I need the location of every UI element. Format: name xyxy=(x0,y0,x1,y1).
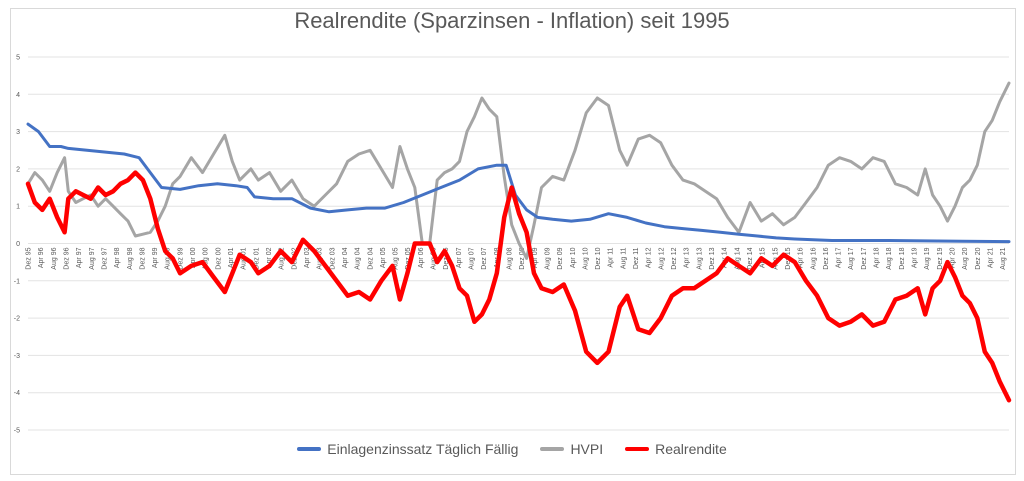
x-tick-label: Dez 20 xyxy=(975,247,982,269)
x-tick-label: Dez 00 xyxy=(215,247,222,269)
x-tick-label: Aug 08 xyxy=(506,247,513,269)
legend-item-hvpi: HVPI xyxy=(540,441,603,457)
y-tick-label: 4 xyxy=(16,92,20,99)
x-tick-label: Aug 00 xyxy=(203,247,210,269)
x-tick-label: Dez 11 xyxy=(633,247,640,269)
x-tick-label: Aug 09 xyxy=(544,247,551,269)
legend-item-einlagenzinssatz: Einlagenzinssatz Täglich Fällig xyxy=(297,441,518,457)
x-tick-label: Dez 04 xyxy=(367,247,374,269)
x-tick-label: Dez 09 xyxy=(557,247,564,269)
legend-label-einlagenzinssatz: Einlagenzinssatz Täglich Fällig xyxy=(327,441,519,457)
x-tick-label: Apr 06 xyxy=(418,247,425,268)
x-tick-label: Apr 10 xyxy=(570,247,577,268)
x-tick-label: Apr 13 xyxy=(684,247,691,268)
x-tick-label: Apr 18 xyxy=(874,247,881,268)
x-tick-label: Apr 21 xyxy=(987,247,994,268)
x-tick-label: Aug 07 xyxy=(469,247,476,269)
y-tick-label: -1 xyxy=(14,278,20,285)
x-tick-label: Aug 99 xyxy=(165,247,172,269)
x-tick-label: Dez 19 xyxy=(937,247,944,269)
x-tick-label: Aug 13 xyxy=(696,247,703,269)
x-tick-label: Apr 96 xyxy=(38,247,45,268)
x-tick-label: Dez 96 xyxy=(63,247,70,269)
x-tick-label: Aug 14 xyxy=(734,247,741,269)
x-tick-label: Aug 05 xyxy=(393,247,400,269)
x-tick-label: Apr 00 xyxy=(190,247,197,268)
y-tick-label: 3 xyxy=(16,129,20,136)
legend-label-hvpi: HVPI xyxy=(570,441,604,457)
x-tick-label: Aug 02 xyxy=(279,247,286,269)
x-tick-label: Dez 18 xyxy=(899,247,906,269)
x-tick-label: Apr 16 xyxy=(798,247,805,268)
x-tick-label: Aug 15 xyxy=(772,247,779,269)
y-tick-label: -4 xyxy=(14,390,20,397)
x-tick-label: Apr 99 xyxy=(152,247,159,268)
x-tick-label: Apr 98 xyxy=(114,247,121,268)
x-tick-label: Apr 14 xyxy=(722,247,729,268)
x-tick-label: Dez 14 xyxy=(747,247,754,269)
x-tick-label: Dez 17 xyxy=(861,247,868,269)
x-tick-label: Apr 02 xyxy=(266,247,273,268)
x-tick-label: Aug 10 xyxy=(582,247,589,269)
legend-swatch-einlagenzinssatz xyxy=(297,447,322,451)
x-tick-label: Apr 11 xyxy=(608,247,615,267)
x-tick-label: Apr 97 xyxy=(76,247,83,268)
x-tick-label: Dez 16 xyxy=(823,247,830,269)
x-tick-label: Apr 05 xyxy=(380,247,387,268)
x-tick-label: Apr 09 xyxy=(532,247,539,268)
x-tick-label: Dez 10 xyxy=(595,247,602,269)
chart-title: Realrendite (Sparzinsen - Inflation) sei… xyxy=(294,8,730,33)
x-tick-label: Apr 04 xyxy=(342,247,349,268)
x-tick-label: Aug 17 xyxy=(848,247,855,269)
x-tick-label: Aug 97 xyxy=(89,247,96,269)
x-tick-label: Aug 19 xyxy=(924,247,931,269)
x-tick-label: Apr 07 xyxy=(456,247,463,268)
y-tick-label: 5 xyxy=(16,55,20,62)
y-tick-label: 0 xyxy=(16,241,20,248)
y-tick-label: 2 xyxy=(16,166,20,173)
x-tick-label: Dez 03 xyxy=(329,247,336,269)
x-tick-label: Aug 18 xyxy=(886,247,893,269)
x-tick-label: Apr 03 xyxy=(304,247,311,268)
x-tick-label: Aug 12 xyxy=(658,247,665,269)
x-tick-label: Dez 05 xyxy=(405,247,412,269)
x-tick-label: Aug 98 xyxy=(127,247,134,269)
x-tick-label: Dez 97 xyxy=(101,247,108,269)
x-tick-label: Apr 19 xyxy=(912,247,919,268)
x-tick-label: Dez 12 xyxy=(671,247,678,269)
x-tick-label: Aug 96 xyxy=(51,247,58,269)
x-tick-label: Aug 11 xyxy=(620,247,627,269)
legend-swatch-realrendite xyxy=(625,447,650,451)
y-tick-label: 1 xyxy=(16,204,20,211)
legend-swatch-hvpi xyxy=(540,447,565,451)
x-tick-label: Dez 13 xyxy=(709,247,716,269)
legend-item-realrendite: Realrendite xyxy=(625,441,727,457)
x-tick-label: Dez 95 xyxy=(26,247,33,269)
y-tick-label: -3 xyxy=(14,353,20,360)
x-tick-label: Apr 12 xyxy=(646,247,653,268)
x-tick-label: Dez 98 xyxy=(139,247,146,269)
series-line-einlagenzinssatz-t-glich-f-llig xyxy=(26,122,1011,244)
x-tick-label: Dez 99 xyxy=(177,247,184,269)
x-tick-label: Dez 07 xyxy=(481,247,488,269)
x-tick-label: Aug 16 xyxy=(810,247,817,269)
legend-label-realrendite: Realrendite xyxy=(655,441,727,457)
y-tick-label: -2 xyxy=(14,316,20,323)
x-tick-label: Dez 08 xyxy=(519,247,526,269)
series-line-hvpi xyxy=(26,81,1011,260)
x-tick-label: Dez 01 xyxy=(253,247,260,269)
x-tick-label: Aug 04 xyxy=(355,247,362,269)
x-tick-label: Aug 20 xyxy=(962,247,969,269)
y-tick-label: -5 xyxy=(14,428,20,435)
x-tick-label: Apr 17 xyxy=(836,247,843,268)
x-tick-label: Apr 20 xyxy=(949,247,956,268)
series-line-realrendite xyxy=(25,170,1012,403)
x-tick-label: Aug 21 xyxy=(1000,247,1007,269)
x-tick-label: Apr 01 xyxy=(228,247,235,268)
chart-legend: Einlagenzinssatz Täglich Fällig HVPI Rea… xyxy=(0,441,1024,457)
